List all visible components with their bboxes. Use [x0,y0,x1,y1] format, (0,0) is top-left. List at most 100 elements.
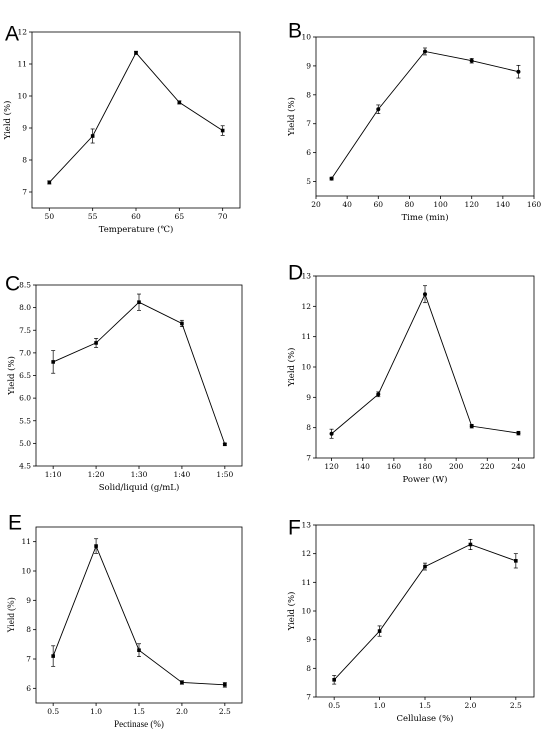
data-point [223,683,227,687]
x-tick-label: 70 [218,212,228,221]
x-tick-label: 1.5 [419,701,431,710]
y-tick-label: 8 [22,156,27,165]
data-point [220,128,225,133]
plot-frame [315,36,535,197]
x-tick-label: 120 [465,200,480,209]
data-point [329,431,334,436]
data-point [468,542,473,547]
panel-letter: A [5,22,19,45]
data-point [90,134,95,138]
y-tick-label: 6.0 [19,394,31,403]
x-tick-label: 80 [405,200,415,209]
x-tick-label: 1:30 [131,470,148,479]
data-point [516,431,521,436]
plot-frame [315,524,535,698]
x-tick-label: 180 [418,462,433,471]
x-tick-label: 2.5 [510,701,522,710]
x-tick-label: 40 [342,200,352,209]
data-point [134,51,138,55]
x-tick-label: 1.0 [374,701,386,710]
y-tick-label: 9 [22,124,27,133]
y-tick-label: 9 [306,635,311,644]
plot-frame [31,31,241,209]
x-axis-label: Solid/liquid (g/mL) [99,482,180,493]
chart-panel-e: E 0.5 1.0 1.5 2.0 2.5 6 7 8 9 10 11 Pectinase (%) Yie… [6,511,243,729]
data-point [94,544,98,548]
data-point [423,292,427,297]
x-tick-label: 240 [511,462,526,471]
x-tick-label: 50 [45,212,55,221]
y-tick-label: 7.0 [19,348,31,357]
y-tick-label: 6 [26,684,31,693]
x-tick-label: 120 [324,462,339,471]
data-point [423,564,427,569]
x-tick-label: 1.0 [90,707,102,716]
y-tick-label: 8 [26,625,31,634]
data-point [329,176,334,181]
data-point [469,58,474,63]
x-tick-label: 2.5 [219,707,231,716]
data-point [376,392,381,397]
y-tick-label: 11 [17,60,27,69]
data-point [51,654,55,658]
x-tick-label: 2.0 [464,701,476,710]
y-tick-label: 8 [306,423,311,432]
y-tick-label: 7.5 [19,326,31,335]
x-tick-label: 200 [449,462,464,471]
x-axis-label: Pectinase (%) [114,719,164,729]
x-tick-label: 160 [527,200,542,209]
y-tick-label: 13 [301,272,311,281]
x-tick-label: 100 [433,200,448,209]
data-point [180,680,184,685]
x-tick-label: 65 [175,212,185,221]
x-tick-label: 2.0 [176,707,188,716]
series-line [52,301,226,445]
y-tick-label: 10 [301,33,311,42]
y-tick-label: 6.5 [19,371,31,380]
data-point [514,559,518,563]
data-point [47,180,52,185]
y-tick-label: 10 [301,363,311,372]
data-point [377,629,382,633]
chart-panel-f: F 0.5 1.0 1.5 2.0 2.5 7 8 9 10 11 12 13 Cellulase (%)… [286,516,535,724]
y-axis-label: Yield (%) [286,592,297,632]
x-tick-label: 55 [88,212,98,221]
y-tick-label: 9 [306,61,311,70]
plot-frame [35,284,243,467]
data-point [177,100,182,105]
x-tick-label: 0.5 [328,701,340,710]
x-tick-label: 0.5 [47,707,59,716]
x-tick-label: 1:50 [216,470,233,479]
panel-letter: F [288,516,301,539]
y-tick-label: 5.5 [19,416,31,425]
chart-panel-b: B 20 40 60 80 100 120 140 160 5 6 7 8 9 10 Time (min) Yi… [286,19,541,223]
chart-panel-a: A 50 55 60 65 70 7 8 9 10 11 12 Temperature (℃) Yield… [2,22,241,235]
x-tick-label: 140 [496,200,511,209]
y-tick-label: 5 [306,177,311,186]
x-tick-label: 1:10 [45,470,62,479]
y-tick-label: 7 [26,655,31,664]
x-tick-label: 140 [356,462,371,471]
y-tick-label: 5.0 [19,439,31,448]
data-point [223,442,227,447]
y-tick-label: 7 [22,188,27,197]
y-tick-label: 8.0 [19,303,31,312]
y-axis-label: Yield (%) [6,356,17,396]
y-tick-label: 10 [301,607,311,616]
y-tick-label: 9 [26,596,31,605]
y-tick-label: 7 [306,693,311,702]
y-tick-label: 8 [306,664,311,673]
y-tick-label: 11 [301,578,311,587]
y-axis-label: Yield (%) [6,597,16,632]
x-tick-label: 1:20 [88,470,105,479]
y-tick-label: 12 [17,28,27,37]
y-tick-label: 11 [21,537,31,546]
panel-letter: C [5,272,20,295]
y-tick-label: 12 [301,302,311,311]
data-point [516,69,521,74]
y-tick-label: 11 [301,332,311,341]
y-tick-label: 7 [306,454,311,463]
data-point [423,49,427,54]
data-point [332,678,336,682]
panel-letter: B [288,19,302,42]
